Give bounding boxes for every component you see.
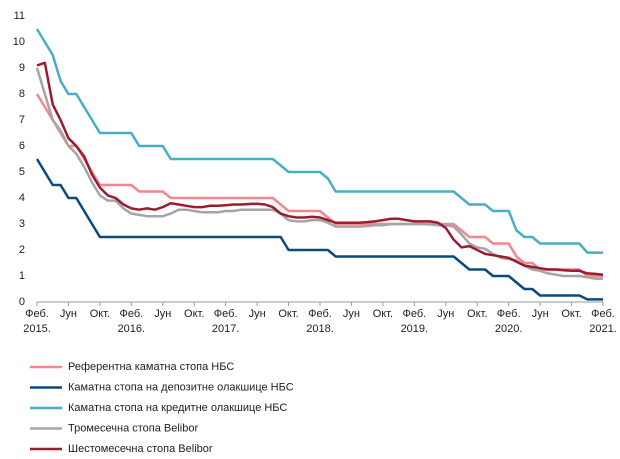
- x-tick-label: Феб. 2021.: [589, 308, 617, 335]
- legend-label: Шестомесечна стопа Belibor: [68, 443, 213, 454]
- x-tick-label: Феб. 2016.: [118, 308, 146, 335]
- y-tick-label: 8: [19, 88, 25, 100]
- x-tick-label: Јун: [532, 308, 549, 320]
- x-tick-label: Окт.: [373, 308, 393, 320]
- x-tick-label: Јун: [437, 308, 454, 320]
- y-tick-label: 4: [19, 192, 25, 204]
- x-tick-label: Јун: [249, 308, 266, 320]
- x-tick-label: Окт.: [561, 308, 581, 320]
- x-tick-label: Јун: [343, 308, 360, 320]
- x-tick-label: Окт.: [90, 308, 110, 320]
- series-line: [36, 61, 604, 276]
- x-tick-label: Феб. 2018.: [306, 308, 334, 335]
- series-line: [35, 28, 603, 254]
- x-tick-label: Јун: [154, 308, 171, 320]
- y-tick-label: 6: [19, 140, 25, 152]
- x-tick-label: Феб. 2020.: [495, 308, 523, 335]
- series-line: [35, 158, 603, 301]
- legend-label: Каматна стопа на кредитне олакшице НБС: [68, 402, 287, 414]
- x-tick-label: Окт.: [467, 308, 487, 320]
- y-tick-label: 3: [19, 218, 25, 230]
- y-tick-label: 0: [19, 296, 25, 308]
- y-tick-label: 5: [19, 166, 25, 178]
- y-tick-label: 7: [19, 114, 25, 126]
- x-tick-label: Феб. 2019.: [401, 308, 429, 335]
- x-tick-label: Феб. 2017.: [212, 308, 240, 335]
- y-tick-label: 2: [19, 244, 25, 256]
- legend-label: Тромесечна стопа Belibor: [68, 422, 198, 434]
- series-line: [35, 93, 603, 278]
- x-tick-label: Окт.: [278, 308, 298, 320]
- x-tick-label: Јун: [60, 308, 77, 320]
- x-tick-label: Окт.: [184, 308, 204, 320]
- y-tick-label: 1: [19, 270, 25, 282]
- x-tick-label: Феб. 2015.: [23, 308, 51, 335]
- y-tick-label: 11: [14, 10, 25, 22]
- legend-label: Референтна каматна стопа НБС: [68, 361, 234, 373]
- y-tick-label: 9: [19, 62, 25, 74]
- y-tick-label: 10: [13, 36, 25, 48]
- legend-label: Каматна стопа на депозитне олакшице НБС: [68, 381, 294, 393]
